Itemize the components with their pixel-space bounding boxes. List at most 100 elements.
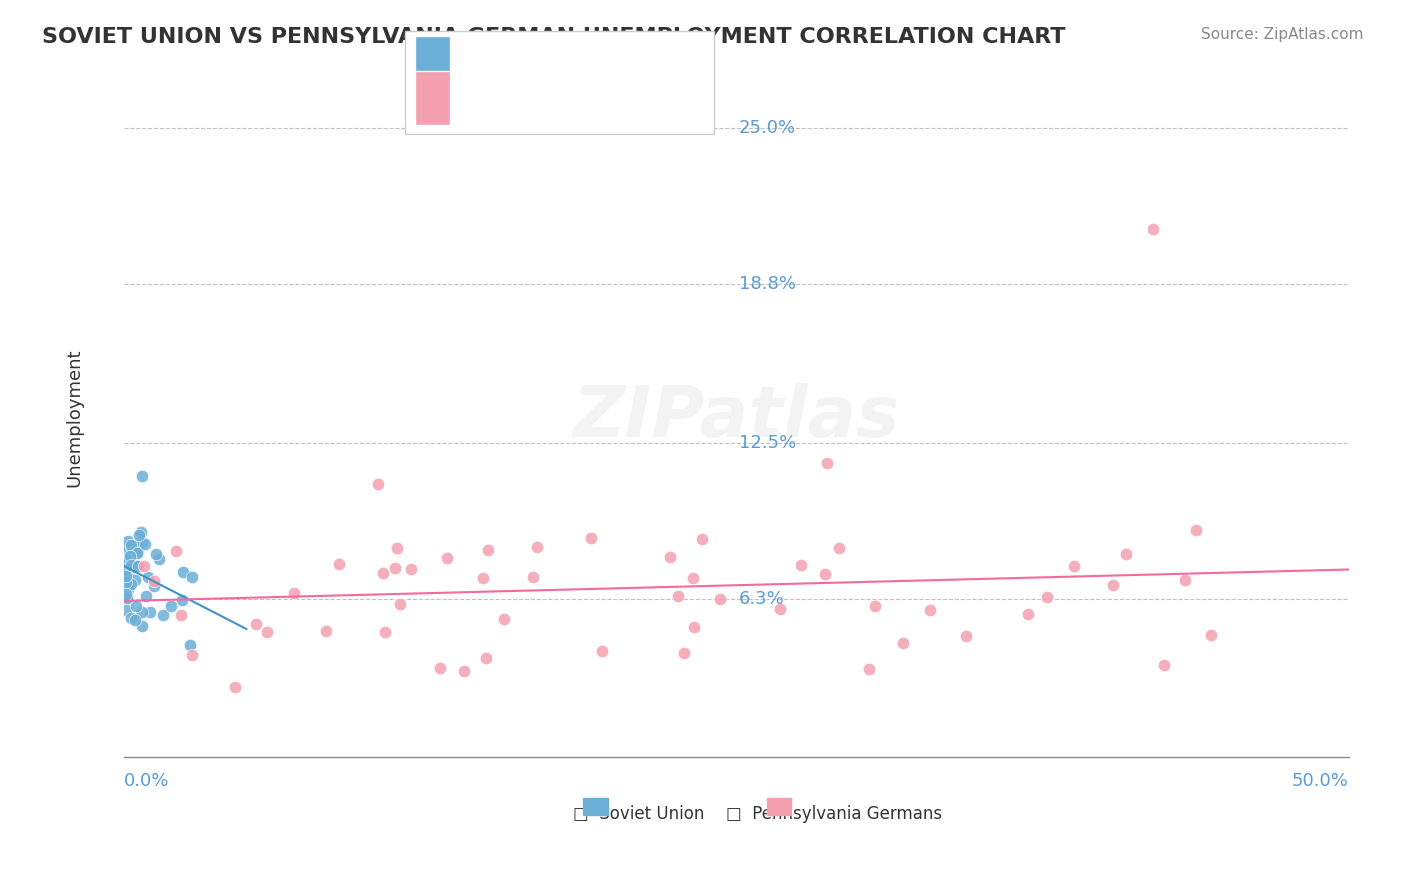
Point [136, 570, 159, 584]
Point [115, 569, 138, 583]
Point [181, 570, 204, 584]
Point [145, 547, 167, 561]
Point [429, 661, 451, 675]
Point [143, 579, 166, 593]
Point [579, 531, 602, 545]
Point [115, 574, 138, 589]
Point [522, 570, 544, 584]
Point [315, 624, 337, 638]
Point [115, 590, 138, 604]
Point [117, 534, 139, 549]
Point [1199, 628, 1222, 642]
Point [117, 591, 139, 606]
Point [1102, 577, 1125, 591]
Point [179, 638, 201, 652]
Text: 25.0%: 25.0% [738, 119, 796, 136]
Text: 18.8%: 18.8% [738, 275, 796, 293]
Point [891, 635, 914, 649]
Point [769, 602, 792, 616]
Point [181, 648, 204, 662]
Point [165, 543, 187, 558]
Text: Unemployment: Unemployment [66, 348, 84, 487]
Point [115, 580, 138, 594]
Point [283, 586, 305, 600]
Point [148, 552, 170, 566]
Text: Source: ZipAtlas.com: Source: ZipAtlas.com [1201, 27, 1364, 42]
Point [256, 624, 278, 639]
Point [1184, 523, 1206, 537]
Point [128, 528, 150, 542]
Point [127, 546, 149, 560]
Point [858, 662, 880, 676]
Point [138, 605, 160, 619]
Point [118, 549, 141, 564]
Point [127, 559, 149, 574]
Point [374, 624, 396, 639]
Point [955, 629, 977, 643]
Point [120, 558, 142, 572]
Point [120, 577, 142, 591]
Point [453, 665, 475, 679]
Point [863, 599, 886, 613]
Point [789, 558, 811, 572]
Point [709, 591, 731, 606]
Point [117, 570, 139, 584]
Point [124, 573, 146, 587]
Point [134, 537, 156, 551]
Point [384, 560, 406, 574]
Point [131, 618, 153, 632]
Point [1035, 590, 1057, 604]
Point [245, 616, 267, 631]
Point [115, 545, 138, 559]
Point [471, 571, 494, 585]
Bar [766, 798, 792, 815]
Point [690, 532, 713, 546]
Point [120, 611, 142, 625]
Point [120, 538, 142, 552]
Point [1174, 573, 1197, 587]
Text: SOVIET UNION VS PENNSYLVANIA GERMAN UNEMPLOYMENT CORRELATION CHART: SOVIET UNION VS PENNSYLVANIA GERMAN UNEM… [42, 27, 1066, 46]
Point [367, 477, 389, 491]
Point [160, 599, 183, 613]
Point [132, 558, 155, 573]
Point [115, 552, 138, 566]
Text: □  Soviet Union: □ Soviet Union [572, 805, 704, 823]
Point [127, 545, 149, 559]
Point [658, 550, 681, 565]
Point [115, 587, 138, 601]
Point [591, 644, 613, 658]
Point [815, 456, 838, 470]
Point [682, 571, 704, 585]
Point [436, 550, 458, 565]
Point [1153, 657, 1175, 672]
Text: ZIPatlas: ZIPatlas [572, 383, 900, 452]
Point [131, 469, 153, 483]
Point [135, 589, 157, 603]
Point [814, 566, 837, 581]
Text: 0.0%: 0.0% [124, 772, 169, 790]
Point [115, 562, 138, 576]
Point [1063, 559, 1085, 574]
Text: R = -0.182    N = 49: R = -0.182 N = 49 [457, 49, 675, 67]
Point [1115, 547, 1137, 561]
Point [152, 608, 174, 623]
Point [143, 574, 166, 588]
Point [115, 603, 138, 617]
Point [666, 589, 689, 603]
Point [172, 593, 194, 607]
Point [125, 599, 148, 613]
Point [169, 608, 191, 623]
Point [224, 680, 246, 694]
Text: 6.3%: 6.3% [738, 590, 785, 607]
Point [683, 620, 706, 634]
Text: 50.0%: 50.0% [1292, 772, 1348, 790]
Point [121, 557, 143, 571]
Point [172, 565, 194, 579]
Point [477, 542, 499, 557]
Text: □  Pennsylvania Germans: □ Pennsylvania Germans [727, 805, 942, 823]
Point [526, 541, 548, 555]
Point [475, 651, 498, 665]
Point [115, 540, 138, 554]
Text: 12.5%: 12.5% [738, 434, 796, 451]
Point [117, 582, 139, 597]
